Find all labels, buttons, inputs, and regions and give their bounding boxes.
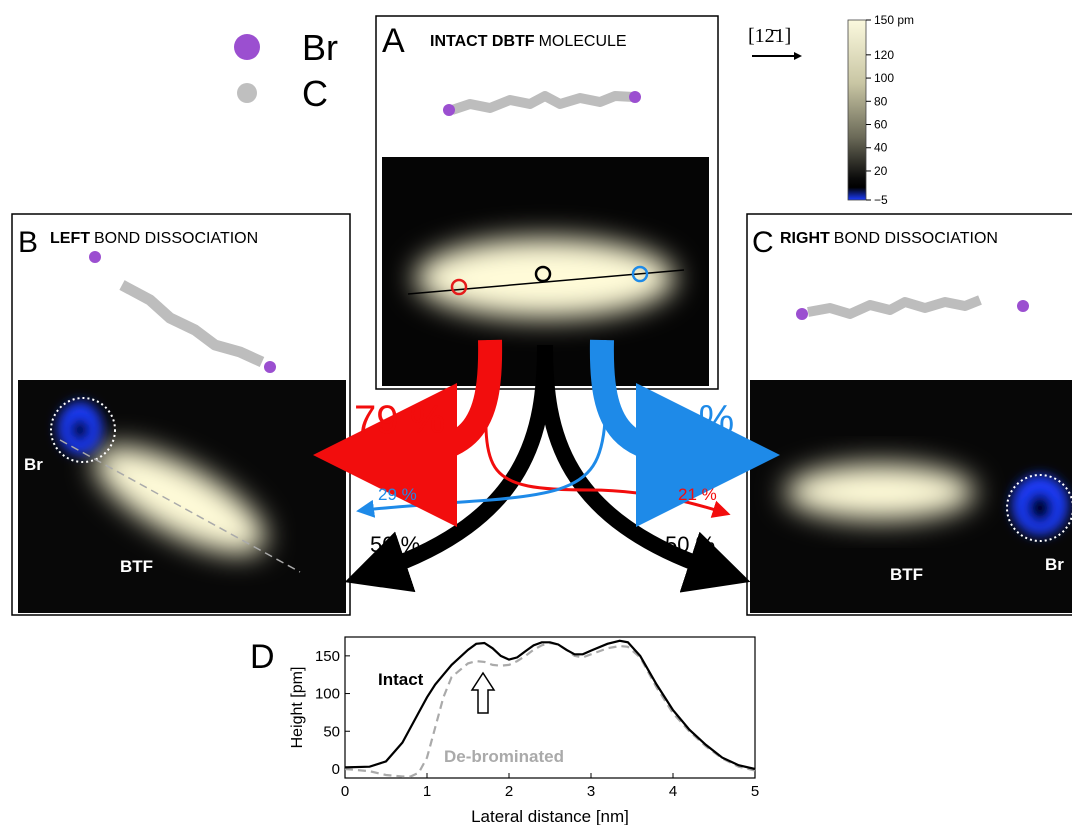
percent-label: 71 % (643, 398, 734, 442)
y-tick-label: 150 (315, 648, 340, 665)
direction-label: [12̄1] (748, 25, 791, 47)
panel-letter: D (250, 638, 275, 676)
highlight-arrow (472, 673, 494, 713)
title-rest: MOLECULE (539, 33, 627, 50)
x-tick-label: 4 (669, 783, 677, 800)
colorbar (848, 20, 866, 200)
colorbar-tick-label: 40 (874, 141, 888, 155)
x-tick-label: 1 (423, 783, 431, 800)
label-br: Br (24, 455, 43, 474)
title-bold: RIGHT (780, 230, 830, 247)
y-tick-label: 100 (315, 686, 340, 703)
x-tick-label: 5 (751, 783, 759, 800)
percent-label: 50 % (665, 532, 715, 557)
colorbar-ticks: 150 pm 120 100 80 60 40 20 −5 (866, 13, 914, 207)
percent-label: 79 % (354, 398, 445, 442)
br-dot (234, 34, 260, 60)
label-btf: BTF (890, 565, 923, 584)
x-tick-label: 0 (341, 783, 349, 800)
figure: Br C [12̄1] 150 pm12010080604020−5 A INT… (0, 0, 1072, 825)
percent-label: 21 % (678, 485, 717, 504)
legend-br: Br (302, 27, 338, 68)
colorbar-tick-label: 100 (874, 71, 894, 85)
panel-letter: C (752, 226, 774, 259)
stm-glow-c (785, 464, 975, 520)
colorbar-tick-label: 120 (874, 48, 894, 62)
br-blob-b (58, 402, 102, 454)
series-label: De-brominated (444, 747, 564, 766)
y-tick-label: 0 (332, 761, 340, 778)
panel-letter: B (18, 226, 38, 259)
page: Br C [12̄1] 150 pm12010080604020−5 A INT… (0, 0, 1072, 825)
label-br: Br (1045, 555, 1064, 574)
legend-c: C (302, 73, 328, 114)
x-axis-label: Lateral distance [nm] (471, 807, 629, 825)
x-tick-label: 2 (505, 783, 513, 800)
br-blob-c (1012, 475, 1068, 535)
percent-label: 50 % (370, 532, 420, 557)
colorbar-tick-label: 60 (874, 118, 888, 132)
y-tick-label: 50 (323, 723, 340, 740)
panel-letter: A (382, 22, 405, 60)
colorbar-tick-label: 20 (874, 164, 888, 178)
title-bold: INTACT DBTF (430, 33, 535, 50)
x-tick-label: 3 (587, 783, 595, 800)
colorbar-tick-label: 150 pm (874, 13, 914, 27)
y-axis-label: Height [pm] (289, 667, 306, 749)
c-dot (237, 83, 257, 103)
stm-glow-a (415, 238, 675, 318)
series-label: Intact (378, 670, 424, 689)
label-btf: BTF (120, 557, 153, 576)
colorbar-tick-label: 80 (874, 94, 888, 108)
title-rest: BOND DISSOCIATION (94, 230, 258, 247)
title-rest: BOND DISSOCIATION (834, 230, 998, 247)
title-bold: LEFT (50, 230, 90, 247)
percent-label: 29 % (378, 485, 417, 504)
colorbar-tick-label: −5 (874, 193, 888, 207)
